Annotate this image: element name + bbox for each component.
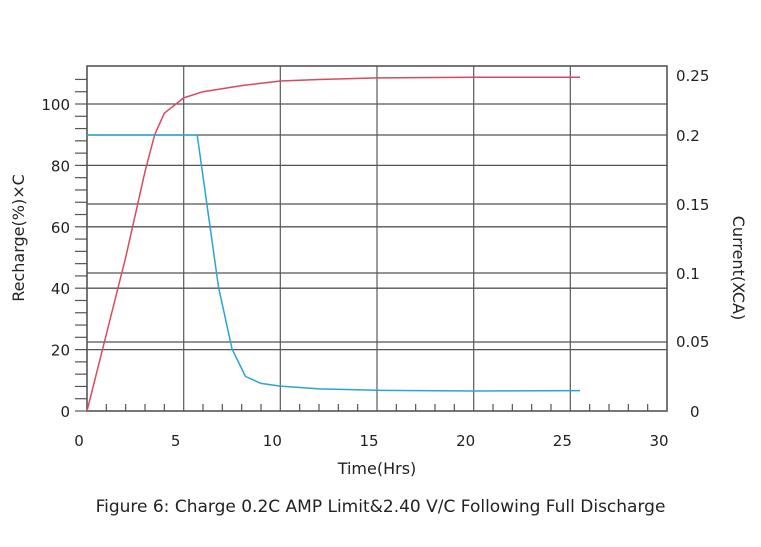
left-y-axis-label: Recharge(%)×C — [9, 174, 28, 302]
x-tick-label: 0 — [74, 432, 84, 450]
series-line-1 — [87, 134, 581, 392]
left-y-tick-label: 0 — [60, 403, 70, 421]
right-y-tick-label: 0 — [690, 403, 700, 421]
series-line-0 — [86, 76, 580, 412]
x-tick-label: 25 — [553, 432, 572, 450]
left-y-tick-label: 20 — [51, 342, 70, 360]
right-y-tick-labels: 0 0.05 0.1 0.15 0.2 0.25 — [676, 67, 709, 421]
left-y-tick-label: 60 — [51, 219, 70, 237]
grid-lines — [87, 66, 667, 411]
right-y-axis-label: Current(XCA) — [729, 216, 748, 321]
figure-caption: Figure 6: Charge 0.2C AMP Limit&2.40 V/C… — [95, 497, 666, 517]
left-y-tick-label: 80 — [51, 157, 70, 175]
x-tick-label: 20 — [456, 432, 475, 450]
right-y-tick-label: 0.1 — [676, 265, 700, 283]
right-y-tick-label: 0.05 — [676, 333, 709, 351]
left-y-tick-label: 100 — [41, 96, 70, 114]
series-lines — [86, 76, 581, 412]
x-tick-label: 30 — [649, 432, 668, 450]
x-tick-label: 5 — [171, 432, 181, 450]
right-y-tick-label: 0.25 — [676, 67, 709, 85]
minor-ticks — [75, 78, 649, 412]
x-tick-labels: 0 5 10 15 20 25 30 — [74, 432, 668, 450]
left-y-tick-labels: 0 20 40 60 80 100 — [41, 96, 70, 421]
x-tick-label: 15 — [359, 432, 378, 450]
right-y-tick-label: 0.15 — [676, 196, 709, 214]
x-axis-label: Time(Hrs) — [337, 459, 417, 478]
left-y-tick-label: 40 — [51, 280, 70, 298]
x-tick-label: 10 — [263, 432, 282, 450]
right-y-tick-label: 0.2 — [676, 127, 700, 145]
